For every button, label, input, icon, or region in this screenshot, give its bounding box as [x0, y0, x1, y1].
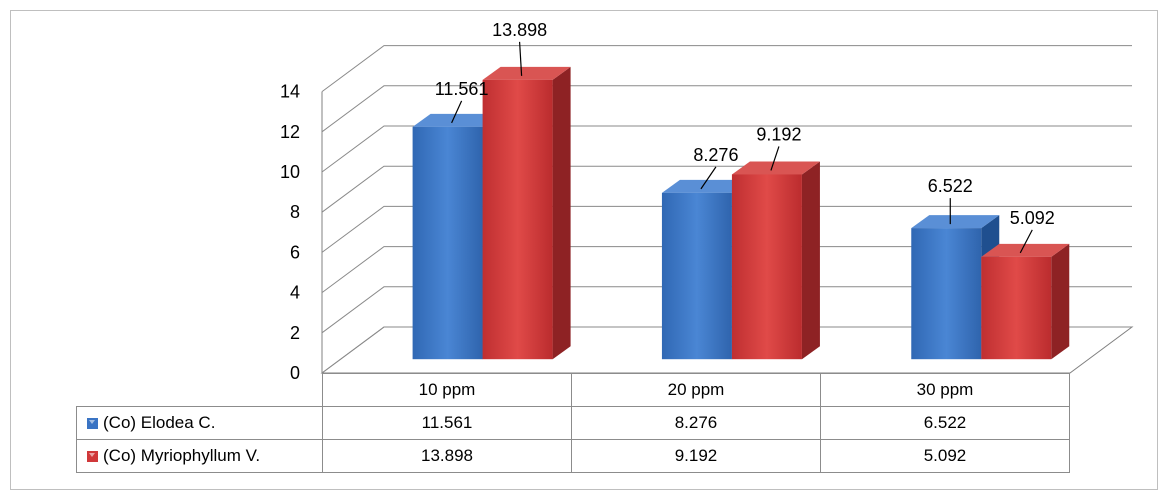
table-row: (Co) Elodea C. 11.561 8.276 6.522 [76, 406, 1070, 440]
y-tick-label: 10 [280, 162, 300, 182]
data-label: 5.092 [1010, 208, 1055, 228]
bar-top [981, 243, 1070, 257]
data-label: 11.561 [435, 79, 489, 99]
legend-key: (Co) Myriophyllum V. [76, 439, 323, 473]
bar-top [731, 161, 820, 175]
bar-front [661, 192, 732, 360]
data-label-leader [451, 100, 463, 124]
bar-top [412, 113, 501, 127]
x-category-label: 10 ppm [322, 373, 572, 407]
data-label: 8.276 [693, 145, 738, 165]
bar [482, 66, 571, 360]
gridline [321, 246, 1132, 294]
y-axis: 0 2 4 6 8 10 12 14 [280, 82, 300, 383]
legend-series-name: (Co) Myriophyllum V. [103, 446, 261, 465]
data-labels: 11.561 13.898 8.276 9.192 6.522 5.092 [435, 20, 1055, 254]
legend-swatch-icon [87, 451, 98, 462]
data-label-leader [519, 41, 523, 76]
table-corner-cell [76, 373, 323, 407]
x-category-label: 20 ppm [571, 373, 821, 407]
y-tick-label: 14 [280, 82, 300, 102]
gridline [321, 45, 1132, 93]
bar-front [911, 228, 982, 360]
data-table: 10 ppm 20 ppm 30 ppm (Co) Elodea C. 11.561 8.… [76, 373, 1070, 473]
bar [981, 243, 1070, 360]
bar-front [412, 126, 483, 360]
bar-front [981, 256, 1052, 360]
gridline [321, 85, 1132, 133]
data-label: 9.192 [756, 124, 801, 144]
bar-side [1051, 243, 1070, 360]
x-category-label: 30 ppm [820, 373, 1070, 407]
data-label: 6.522 [928, 176, 973, 196]
y-tick-label: 4 [290, 283, 300, 303]
table-value-cell: 8.276 [571, 406, 821, 440]
table-row: (Co) Myriophyllum V. 13.898 9.192 5.092 [76, 439, 1070, 473]
data-label-leader [1019, 229, 1033, 254]
table-value-cell: 11.561 [322, 406, 572, 440]
bars [412, 66, 1070, 360]
bar-front [482, 79, 553, 360]
gridline [321, 205, 1132, 253]
gridline [321, 286, 1132, 334]
legend-key: (Co) Elodea C. [76, 406, 323, 440]
bar-top [482, 66, 571, 80]
bar-front [731, 174, 802, 360]
y-tick-label: 12 [280, 122, 300, 142]
table-value-cell: 9.192 [571, 439, 821, 473]
bar-side [801, 161, 820, 360]
table-value-cell: 13.898 [322, 439, 572, 473]
table-value-cell: 6.522 [820, 406, 1070, 440]
gridline [321, 125, 1132, 173]
legend-series-name: (Co) Elodea C. [103, 413, 216, 432]
gridlines [321, 45, 1132, 374]
y-tick-label: 0 [290, 363, 300, 383]
y-tick-label: 8 [290, 202, 300, 222]
table-header-row: 10 ppm 20 ppm 30 ppm [76, 373, 1070, 407]
bar-side [552, 66, 571, 360]
gridline [321, 165, 1132, 213]
table-value-cell: 5.092 [820, 439, 1070, 473]
gridline [321, 326, 1132, 374]
y-tick-label: 6 [290, 242, 300, 262]
data-label: 13.898 [492, 20, 547, 40]
legend-swatch-icon [87, 418, 98, 429]
bar-top [661, 179, 750, 193]
bar [731, 161, 820, 360]
y-tick-label: 2 [290, 323, 300, 343]
data-label-leader [770, 146, 780, 171]
data-label-leader [700, 166, 717, 190]
bar-top [911, 215, 1000, 229]
